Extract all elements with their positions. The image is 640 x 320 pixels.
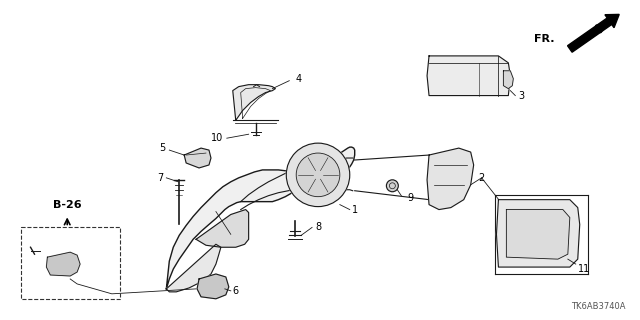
Polygon shape xyxy=(166,244,221,292)
Polygon shape xyxy=(184,148,211,168)
Text: 2: 2 xyxy=(479,173,485,183)
Text: 5: 5 xyxy=(159,143,165,153)
Text: 11: 11 xyxy=(578,264,590,274)
Text: 1: 1 xyxy=(352,204,358,215)
Text: B-26: B-26 xyxy=(53,200,81,210)
Polygon shape xyxy=(196,210,248,247)
Text: TK6AB3740A: TK6AB3740A xyxy=(571,302,625,311)
Polygon shape xyxy=(427,148,474,210)
Text: 6: 6 xyxy=(233,286,239,296)
Polygon shape xyxy=(197,274,228,299)
Polygon shape xyxy=(233,85,275,120)
Text: 10: 10 xyxy=(211,133,223,143)
Polygon shape xyxy=(506,210,570,259)
Circle shape xyxy=(296,153,340,197)
Text: 7: 7 xyxy=(157,173,163,183)
Polygon shape xyxy=(504,71,513,89)
Polygon shape xyxy=(427,56,510,96)
Circle shape xyxy=(286,143,349,207)
Text: FR.: FR. xyxy=(534,34,555,44)
Polygon shape xyxy=(497,200,580,267)
Polygon shape xyxy=(46,252,80,276)
Text: 4: 4 xyxy=(295,74,301,84)
Text: 3: 3 xyxy=(518,91,524,100)
Polygon shape xyxy=(166,147,355,289)
Bar xyxy=(20,228,120,299)
Text: 8: 8 xyxy=(315,222,321,232)
FancyArrow shape xyxy=(568,14,620,52)
Text: 9: 9 xyxy=(407,193,413,203)
Circle shape xyxy=(387,180,398,192)
